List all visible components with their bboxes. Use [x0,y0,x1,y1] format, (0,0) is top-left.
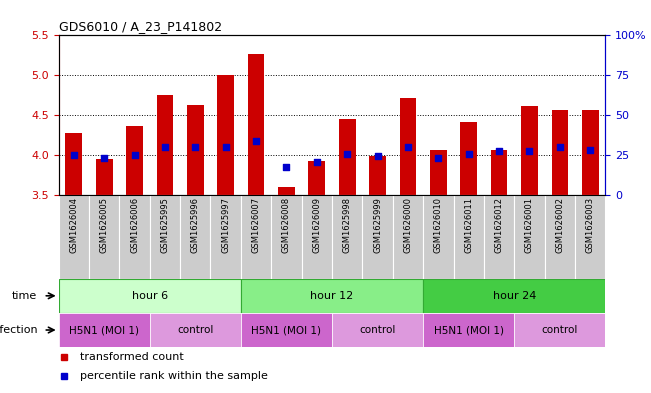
Bar [241,279,423,313]
Text: infection: infection [0,325,37,335]
Text: GSM1626004: GSM1626004 [69,197,78,253]
Text: GSM1625996: GSM1625996 [191,197,200,253]
Text: percentile rank within the sample: percentile rank within the sample [81,371,268,381]
Bar [363,195,393,279]
Bar [241,195,271,279]
Point [190,144,201,150]
Bar [430,150,447,195]
Point [159,144,170,150]
Text: H5N1 (MOI 1): H5N1 (MOI 1) [251,325,322,335]
Bar [119,195,150,279]
Bar [423,279,605,313]
Bar [180,195,210,279]
Point [524,148,534,154]
Bar [59,195,89,279]
Bar [551,110,568,195]
Bar [59,313,150,347]
Point [68,152,79,158]
Text: control: control [177,325,214,335]
Bar [156,95,173,195]
Bar [301,195,332,279]
Bar [332,313,423,347]
Bar [65,133,82,195]
Bar [575,195,605,279]
Point [99,155,109,162]
Bar [491,150,508,195]
Point [433,154,443,161]
Point [251,138,261,144]
Text: time: time [12,291,37,301]
Text: H5N1 (MOI 1): H5N1 (MOI 1) [434,325,504,335]
Text: hour 6: hour 6 [132,291,168,301]
Bar [460,121,477,195]
Text: GSM1625995: GSM1625995 [160,197,169,253]
Bar [96,159,113,195]
Text: GSM1625998: GSM1625998 [342,197,352,253]
Point [342,151,352,157]
Text: GDS6010 / A_23_P141802: GDS6010 / A_23_P141802 [59,20,222,33]
Bar [210,195,241,279]
Point [281,164,292,170]
Text: GSM1626002: GSM1626002 [555,197,564,253]
Text: GSM1626005: GSM1626005 [100,197,109,253]
Text: GSM1626006: GSM1626006 [130,197,139,253]
Text: GSM1626003: GSM1626003 [586,197,595,253]
Point [372,153,383,159]
Text: GSM1626012: GSM1626012 [495,197,504,253]
Text: H5N1 (MOI 1): H5N1 (MOI 1) [69,325,139,335]
Bar [393,195,423,279]
Point [494,148,505,154]
Bar [89,195,119,279]
Bar [521,106,538,195]
Bar [582,110,599,195]
Point [464,151,474,157]
Point [312,159,322,165]
Bar [278,187,295,195]
Bar [484,195,514,279]
Bar [126,126,143,195]
Text: GSM1625997: GSM1625997 [221,197,230,253]
Bar [454,195,484,279]
Bar [545,195,575,279]
Bar [217,75,234,195]
Bar [309,161,326,195]
Bar [514,313,605,347]
Text: GSM1626007: GSM1626007 [251,197,260,253]
Bar [150,195,180,279]
Text: GSM1626000: GSM1626000 [404,197,413,253]
Bar [187,105,204,195]
Bar [369,156,386,195]
Text: hour 12: hour 12 [311,291,353,301]
Text: GSM1626009: GSM1626009 [312,197,322,253]
Point [221,144,231,150]
Bar [247,54,264,195]
Text: GSM1626010: GSM1626010 [434,197,443,253]
Text: control: control [542,325,578,335]
Text: control: control [359,325,396,335]
Bar [400,97,417,195]
Point [130,152,140,158]
Bar [423,195,454,279]
Bar [59,279,241,313]
Text: GSM1626008: GSM1626008 [282,197,291,253]
Bar [332,195,363,279]
Point [403,144,413,150]
Bar [150,313,241,347]
Bar [271,195,301,279]
Text: GSM1626001: GSM1626001 [525,197,534,253]
Bar [423,313,514,347]
Text: transformed count: transformed count [81,352,184,362]
Bar [241,313,332,347]
Text: hour 24: hour 24 [493,291,536,301]
Text: GSM1625999: GSM1625999 [373,197,382,253]
Bar [339,119,355,195]
Point [555,144,565,150]
Text: GSM1626011: GSM1626011 [464,197,473,253]
Bar [514,195,545,279]
Point [585,147,596,153]
